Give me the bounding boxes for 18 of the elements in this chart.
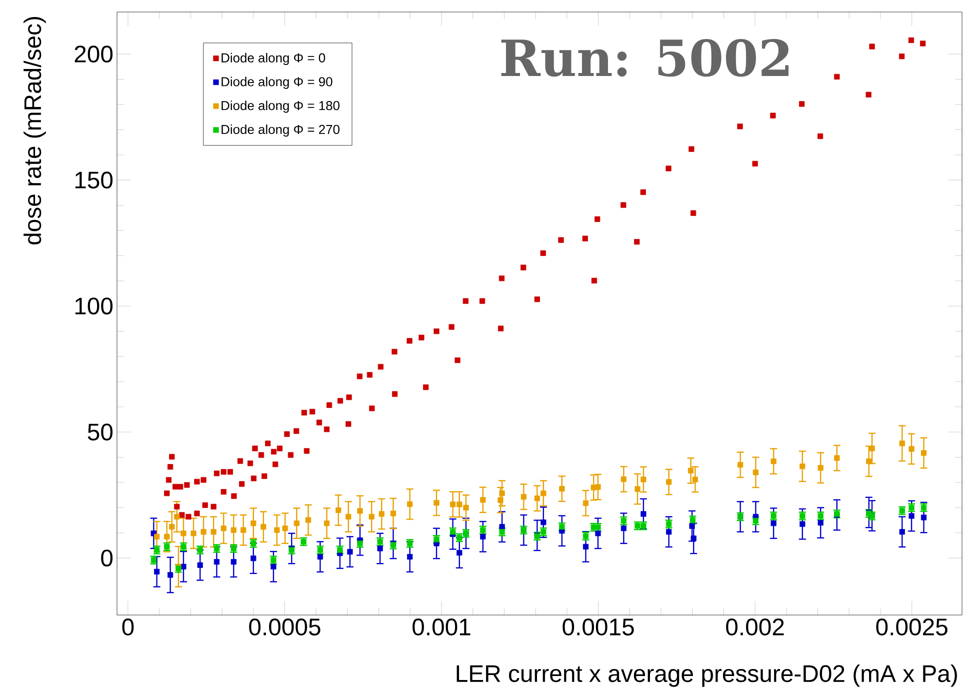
y-tick-label: 50 — [88, 424, 113, 441]
x-tick-label: 0.002 — [726, 618, 784, 636]
x-tick-label: 0.001 — [412, 618, 470, 636]
y-tick-label: 200 — [74, 46, 113, 63]
x-tick-label: 0.0015 — [562, 618, 634, 636]
legend-label: Diode along Φ = 180 — [222, 100, 340, 113]
y-tick-label: 0 — [101, 550, 113, 567]
y-axis-title: dose rate (mRad/sec) — [24, 17, 46, 244]
legend-label: Diode along Φ = 90 — [222, 76, 332, 89]
x-tick-label: 0 — [122, 618, 134, 636]
chart-title: Run: 5002 — [501, 38, 789, 77]
legend-label: Diode along Φ = 0 — [222, 52, 326, 66]
y-tick-label: 150 — [75, 172, 113, 189]
y-tick-label: 100 — [75, 298, 113, 315]
x-tick-label: 0.0025 — [876, 618, 948, 636]
x-tick-label: 0.0005 — [249, 618, 320, 636]
x-axis-title: LER current x average pressure-D02 (mA x Pa) — [456, 664, 957, 687]
legend-label: Diode along Φ = 270 — [222, 124, 340, 137]
